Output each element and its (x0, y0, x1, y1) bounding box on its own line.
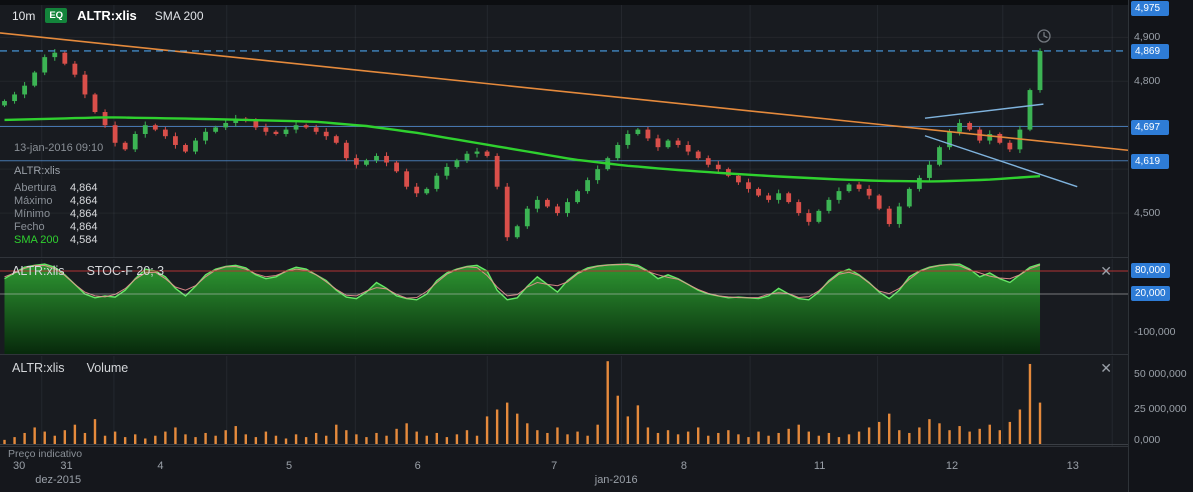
low-value: 4,864 (70, 208, 98, 220)
time-tick-12: 12 (945, 460, 959, 472)
legend-open-row: Abertura 4,864 (14, 182, 103, 195)
price-high-badge: 4,975 (1131, 1, 1169, 16)
month-label: jan-2016 (594, 474, 638, 486)
chart-toolbar: 10m EQ ALTR:xlis SMA 200 (12, 8, 204, 23)
volume-tick-25m: 25 000,000 (1134, 403, 1187, 415)
close-label: Fecho (14, 221, 45, 233)
timeframe-selector[interactable]: 10m (12, 8, 36, 23)
close-stochastic-button[interactable]: ✕ (1100, 263, 1112, 279)
stoch-20-badge: 20,000 (1131, 286, 1170, 301)
volume-indicator-label[interactable]: Volume (86, 361, 129, 375)
time-tick-6: 6 (414, 460, 421, 472)
top-strip (0, 0, 1128, 5)
time-axis[interactable]: Preço indicativo 30 31 4 5 6 7 8 11 12 13 dez-2015… (0, 446, 1128, 492)
time-tick-8: 8 (680, 460, 687, 472)
time-tick-13: 13 (1066, 460, 1079, 472)
stochastic-panel[interactable]: ALTR:xlis STOC-F 20; 3 ✕ (0, 257, 1128, 355)
ohlc-legend: 13-jan-2016 09:10 ALTR:xlis Abertura 4,8… (14, 142, 103, 247)
level-badge-4619: 4,619 (1131, 154, 1169, 169)
symbol-label[interactable]: ALTR:xlis (77, 8, 137, 23)
time-tick-5: 5 (286, 460, 293, 472)
time-tick-31: 31 (60, 460, 73, 472)
volume-panel[interactable]: ALTR:xlis Volume ✕ (0, 354, 1128, 447)
stoch-indicator-label[interactable]: STOC-F 20; 3 (86, 264, 165, 278)
sma-value: 4,584 (70, 234, 98, 246)
sma-indicator-label[interactable]: SMA 200 (154, 8, 204, 23)
stoch-minus100-label: -100,000 (1134, 326, 1176, 338)
open-value: 4,864 (70, 182, 98, 194)
legend-datetime: 13-jan-2016 09:10 (14, 142, 104, 154)
indicative-price-note: Preço indicativo (8, 448, 83, 460)
volume-symbol-label[interactable]: ALTR:xlis (12, 361, 65, 375)
price-axis-column[interactable]: 4,975 4,900 4,869 4,800 4,697 4,619 4,50… (1128, 0, 1193, 492)
stochastic-chart-canvas[interactable] (0, 259, 1128, 355)
price-tick-4500: 4,500 (1134, 207, 1161, 219)
volume-header: ALTR:xlis Volume (12, 361, 128, 375)
high-label: Máximo (14, 195, 53, 207)
volume-chart-canvas[interactable] (0, 356, 1128, 447)
time-tick-30: 30 (13, 460, 26, 472)
price-chart-canvas[interactable] (0, 0, 1128, 257)
legend-low-row: Mínimo 4,864 (14, 208, 103, 221)
time-tick-4: 4 (157, 460, 164, 472)
time-tick-11: 11 (813, 460, 826, 472)
chart-column: 10m EQ ALTR:xlis SMA 200 13-jan-2016 09:… (0, 0, 1128, 492)
eq-badge: EQ (45, 8, 68, 23)
level-badge-4697: 4,697 (1131, 120, 1169, 135)
low-label: Mínimo (14, 208, 51, 220)
legend-symbol: ALTR:xlis (14, 165, 61, 177)
sma-label: SMA 200 (14, 234, 59, 246)
price-panel[interactable]: 10m EQ ALTR:xlis SMA 200 13-jan-2016 09:… (0, 0, 1128, 257)
month-label: dez-2015 (35, 474, 82, 486)
close-volume-button[interactable]: ✕ (1100, 360, 1112, 376)
volume-tick-50m: 50 000,000 (1134, 368, 1187, 380)
high-value: 4,864 (70, 195, 98, 207)
stochastic-header: ALTR:xlis STOC-F 20; 3 (12, 264, 164, 278)
legend-high-row: Máximo 4,864 (14, 195, 103, 208)
volume-tick-0: 0,000 (1134, 434, 1161, 446)
close-value: 4,864 (70, 221, 98, 233)
legend-sma-row: SMA 200 4,584 (14, 234, 103, 247)
stoch-symbol-label[interactable]: ALTR:xlis (12, 264, 65, 278)
legend-close-row: Fecho 4,864 (14, 221, 103, 234)
open-label: Abertura (14, 182, 57, 194)
time-tick-7: 7 (551, 460, 558, 472)
price-tick-4900: 4,900 (1134, 31, 1161, 43)
current-price-badge: 4,869 (1131, 44, 1169, 59)
price-tick-4800: 4,800 (1134, 75, 1161, 87)
stoch-80-badge: 80,000 (1131, 263, 1170, 278)
